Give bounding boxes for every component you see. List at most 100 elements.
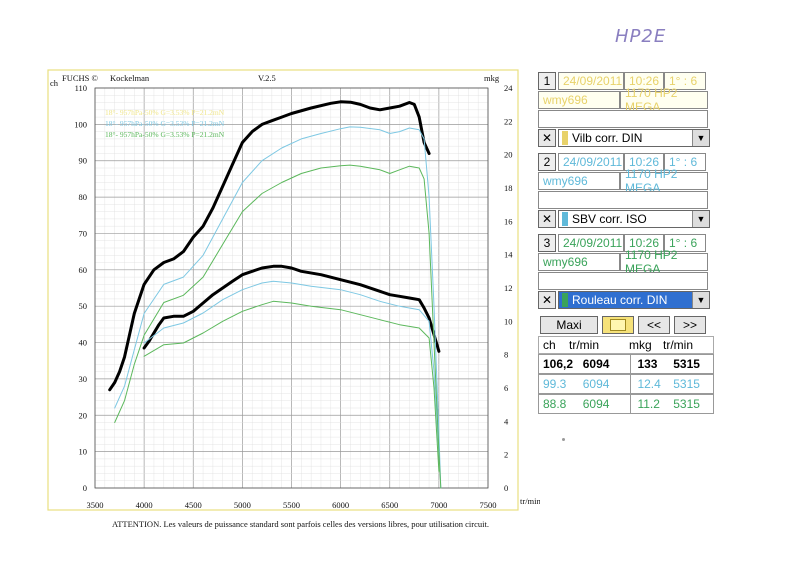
y-right-tick: 2 [504,450,508,460]
run-color-swatch [562,131,568,145]
correction-label: SBV corr. ISO [572,212,647,226]
x-tick: 6000 [332,500,349,510]
y-right-tick: 10 [504,316,513,326]
controls-row: Maxi << >> [540,316,712,334]
series-line-4 [143,280,440,456]
run-number: 3 [538,234,556,252]
y-left-tick: 40 [79,338,88,348]
dot-mark [562,438,565,441]
run-model: 1170 HP2 MEGA [620,248,708,276]
header-version: V.2.5 [258,73,276,83]
x-tick: 3500 [87,500,104,510]
run-2-notes [538,191,708,209]
y-right-tick: 6 [504,383,508,393]
run-model: 1170 HP2 MEGA [620,167,708,195]
results-row: 106,2 6094 133 5315 [538,354,714,374]
header-author: Kockelman [110,73,150,83]
print-icon [610,319,626,331]
y-left-tick: 110 [75,83,87,93]
remove-run-button[interactable]: ✕ [538,129,556,147]
run-notes-field[interactable] [538,110,708,128]
run-time: 10:26 [624,153,664,171]
run-ident: wmy696 [538,91,620,109]
header-rpm-torque: tr/min [663,338,693,352]
run-2-vehicle: wmy696 1170 HP2 MEGA [538,167,708,195]
result-power: 106,2 [543,357,574,371]
y-left-tick: 70 [79,228,88,238]
run-model: 1170 HP2 MEGA [620,86,708,114]
run-number: 2 [538,153,556,171]
handwritten-note: HP2E [615,26,667,47]
run-2-correction: ✕ SBV corr. ISO ▼ [538,210,710,228]
correction-select[interactable]: Rouleau corr. DIN ▼ [558,291,710,309]
header-rpm-power: tr/min [569,338,599,352]
x-tick: 5000 [234,500,251,510]
run-color-swatch [562,212,568,226]
result-torque: 11.2 [630,395,673,413]
x-tick: 4500 [185,500,202,510]
results-row: 99.3 6094 12.4 5315 [538,374,714,394]
run-notes-field[interactable] [538,191,708,209]
maxi-button[interactable]: Maxi [540,316,598,334]
run-ratio: 1° : 6 [664,72,706,90]
y-left-tick: 50 [79,301,88,311]
result-torque: 133 [630,355,673,373]
y-left-tick: 10 [79,447,88,457]
y-right-tick: 24 [504,83,513,93]
run-ident: wmy696 [538,172,620,190]
y-right-tick: 8 [504,350,508,360]
y-left-tick: 90 [79,156,88,166]
chevron-down-icon: ▼ [692,292,709,308]
remove-run-button[interactable]: ✕ [538,291,556,309]
next-button[interactable]: >> [674,316,706,334]
header-ch: ch [543,338,556,352]
result-power: 99.3 [543,377,567,391]
results-row: 88.8 6094 11.2 5315 [538,394,714,414]
x-tick: 7500 [480,500,497,510]
correction-select[interactable]: SBV corr. ISO ▼ [558,210,710,228]
left-axis-unit: ch [50,78,59,88]
legend-entry: 18°- 957hPa-50% G=3.53% P=21.2mN [105,108,225,117]
series-line-2 [142,264,441,353]
result-power-rpm: 6094 [582,357,610,371]
y-right-tick: 22 [504,116,513,126]
series-line-3 [114,126,442,489]
run-color-swatch [562,293,568,307]
footer-warning: ATTENTION. Les valeurs de puissance stan… [112,519,489,529]
run-date: 24/09/2011 [558,153,624,171]
result-torque-rpm: 5315 [673,397,700,411]
correction-select[interactable]: Vilb corr. DIN ▼ [558,129,710,147]
run-ratio: 1° : 6 [664,153,706,171]
y-right-tick: 0 [504,483,508,493]
run-ident: wmy696 [538,253,620,271]
run-ratio: 1° : 6 [664,234,706,252]
y-right-tick: 4 [504,416,509,426]
result-power-rpm: 6094 [582,377,610,391]
x-tick: 5500 [283,500,300,510]
run-number: 1 [538,72,556,90]
correction-label: Rouleau corr. DIN [572,293,668,307]
previous-button[interactable]: << [638,316,670,334]
result-torque-rpm: 5315 [673,357,700,371]
header-mkg: mkg [629,338,652,352]
run-3-notes [538,272,708,290]
y-left-tick: 60 [79,265,88,275]
run-time: 10:26 [624,72,664,90]
right-axis-unit: mkg [484,73,500,83]
x-tick: 6500 [381,500,398,510]
print-button[interactable] [602,316,634,334]
run-3-correction: ✕ Rouleau corr. DIN ▼ [538,291,710,309]
legend-entry: 18°- 957hPa-50% G=3.53% P=21.2mN [105,119,225,128]
run-date: 24/09/2011 [558,234,624,252]
series-line-6 [143,300,440,472]
y-right-tick: 14 [504,250,513,260]
x-axis-unit: tr/min [520,496,540,506]
x-tick: 7000 [430,500,447,510]
plot-border [94,87,489,489]
series-line-5 [114,164,442,489]
remove-run-button[interactable]: ✕ [538,210,556,228]
run-1-vehicle: wmy696 1170 HP2 MEGA [538,86,708,114]
run-notes-field[interactable] [538,272,708,290]
x-tick: 4000 [136,500,153,510]
run-1-correction: ✕ Vilb corr. DIN ▼ [538,129,710,147]
